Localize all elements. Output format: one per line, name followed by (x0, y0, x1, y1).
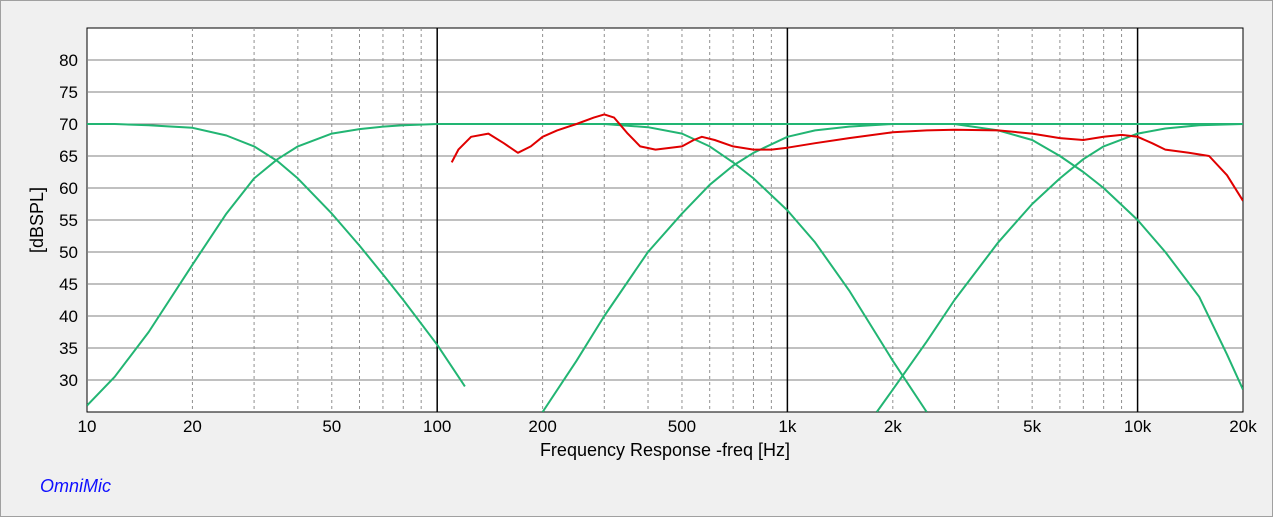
y-tick-label: 35 (59, 339, 78, 358)
series-lines (87, 113, 1243, 412)
y-tick-labels: 30 35 40 45 50 55 60 65 70 75 80 (59, 51, 78, 390)
y-tick-label: 60 (59, 179, 78, 198)
y-tick-label: 65 (59, 147, 78, 166)
x-tick-label: 1k (778, 417, 796, 436)
x-tick-label: 200 (528, 417, 556, 436)
omnimic-brand: OmniMic (40, 476, 111, 496)
series-line-3 (437, 123, 928, 412)
series-line-6 (875, 123, 1243, 412)
series-line-4 (541, 123, 1243, 412)
x-tick-label: 10 (78, 417, 97, 436)
x-tick-label: 5k (1023, 417, 1041, 436)
x-tick-label: 500 (668, 417, 696, 436)
series-line-5 (787, 123, 1243, 391)
x-tick-labels: 10 20 50 100 200 500 1k 2k 5k 10k 20k (78, 417, 1258, 436)
x-tick-label: 2k (884, 417, 902, 436)
y-tick-label: 75 (59, 83, 78, 102)
x-tick-label: 20k (1229, 417, 1257, 436)
y-axis-title: [dBSPL] (27, 187, 47, 253)
x-tick-label: 100 (423, 417, 451, 436)
y-tick-label: 40 (59, 307, 78, 326)
x-tick-label: 10k (1124, 417, 1152, 436)
y-tick-label: 70 (59, 115, 78, 134)
y-tick-label: 30 (59, 371, 78, 390)
x-tick-label: 50 (322, 417, 341, 436)
y-tick-label: 55 (59, 211, 78, 230)
series-line-7 (450, 113, 1243, 202)
x-axis-title: Frequency Response -freq [Hz] (540, 440, 790, 460)
y-tick-label: 45 (59, 275, 78, 294)
series-line-1 (87, 123, 466, 387)
y-tick-label: 50 (59, 243, 78, 262)
y-tick-label: 80 (59, 51, 78, 70)
frequency-response-chart: 10 20 50 100 200 500 1k 2k 5k 10k 20k 30 35 40 45 50 55… (27, 27, 1258, 460)
x-tick-label: 20 (183, 417, 202, 436)
